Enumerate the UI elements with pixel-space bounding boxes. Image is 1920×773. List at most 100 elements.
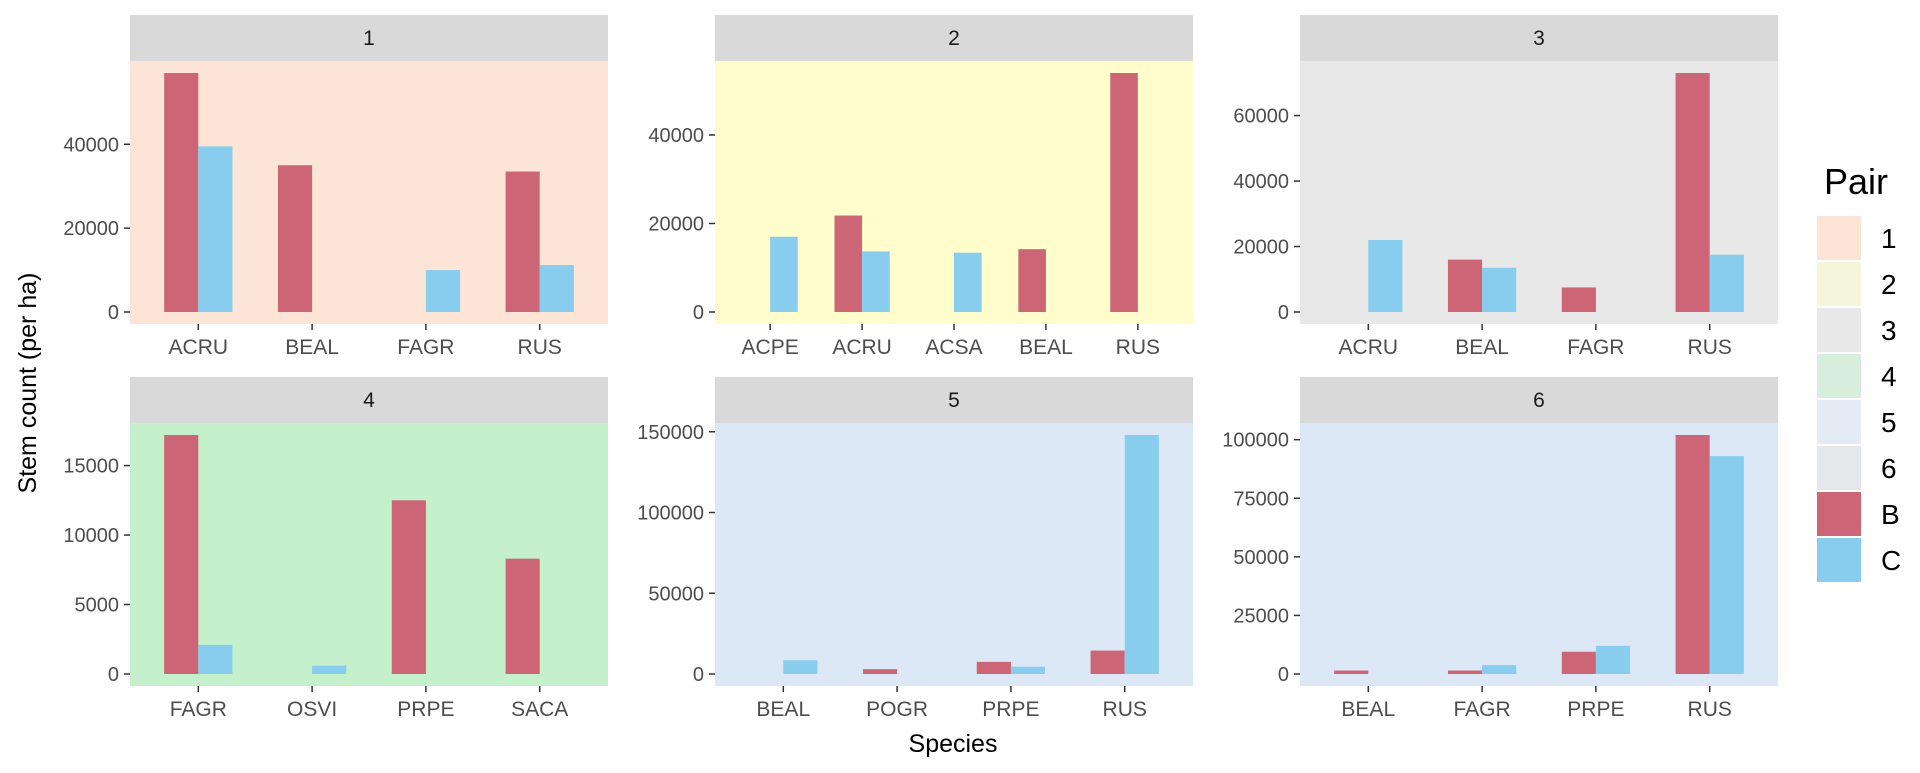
y-tick-label: 15000	[63, 456, 119, 478]
bar-b	[862, 669, 898, 674]
x-tick-label: ACSA	[925, 336, 982, 359]
bar-c	[539, 265, 574, 312]
legend-label: 4	[1881, 361, 1897, 392]
x-tick-label: BEAL	[1019, 336, 1073, 359]
bar-c	[1010, 666, 1046, 674]
bar-c	[425, 270, 461, 312]
x-tick-label: PRPE	[397, 698, 454, 721]
y-tick-label: 0	[693, 664, 704, 686]
x-tick-label: POGR	[866, 698, 928, 721]
x-tick-label: OSVI	[287, 698, 337, 721]
legend-title: Pair	[1824, 161, 1888, 202]
legend-label: B	[1881, 499, 1900, 530]
y-tick-label: 0	[108, 302, 119, 324]
bar-c	[1595, 645, 1631, 674]
bar-b	[277, 165, 313, 312]
x-axis-title: Species	[909, 730, 998, 758]
y-tick-label: 20000	[63, 218, 119, 240]
y-tick-label: 20000	[648, 213, 704, 235]
panel-strip	[130, 377, 608, 423]
panel-1: 1 0 20000 40000 ACRU BEAL FAGR RUS	[63, 15, 608, 359]
x-tick-label: FAGR	[1567, 336, 1624, 359]
x-tick-label: FAGR	[1454, 698, 1511, 721]
legend-label: 1	[1881, 223, 1897, 254]
bar-c	[954, 252, 982, 312]
panel-strip	[130, 15, 608, 61]
y-tick-label: 150000	[637, 422, 704, 444]
bar-c	[198, 644, 233, 674]
x-tick-label: ACRU	[1339, 336, 1399, 359]
x-tick-label: SACA	[511, 698, 568, 721]
y-tick-label: 40000	[1233, 171, 1289, 193]
bar-c	[1709, 456, 1744, 674]
x-tick-label: BEAL	[1341, 698, 1395, 721]
legend-label: 5	[1881, 407, 1897, 438]
x-tick-label: BEAL	[285, 336, 339, 359]
strip-label: 4	[363, 389, 375, 412]
bar-b	[1675, 73, 1710, 312]
bar-b	[1447, 670, 1483, 674]
y-tick-label: 40000	[648, 125, 704, 147]
legend-label: 3	[1881, 315, 1897, 346]
y-tick-label: 0	[1278, 302, 1289, 324]
strip-label: 2	[948, 27, 960, 50]
x-tick-label: BEAL	[756, 698, 810, 721]
x-tick-label: FAGR	[170, 698, 227, 721]
bar-b	[164, 435, 199, 674]
bar-b	[1018, 249, 1046, 312]
panel-strip	[715, 15, 1193, 61]
bar-b	[1334, 670, 1369, 674]
bar-b	[1561, 287, 1596, 312]
panel-3: 3 0 20000 40000 60000 ACRU BEAL FAGR RUS	[1233, 15, 1778, 359]
y-tick-label: 50000	[648, 583, 704, 605]
y-tick-label: 100000	[1222, 430, 1289, 452]
strip-label: 6	[1533, 389, 1545, 412]
bar-b	[1675, 435, 1710, 674]
legend-key-6	[1817, 446, 1861, 490]
y-tick-label: 100000	[637, 503, 704, 525]
strip-label: 5	[948, 389, 960, 412]
legend-key-4	[1817, 354, 1861, 398]
y-tick-label: 60000	[1233, 106, 1289, 128]
legend: Pair 1 2 3 4 5 6 BC	[1817, 161, 1901, 582]
x-tick-label: RUS	[1103, 698, 1147, 721]
x-tick-label: ACPE	[742, 336, 799, 359]
bar-c	[1368, 239, 1403, 312]
x-tick-label: RUS	[1688, 698, 1732, 721]
x-tick-label: FAGR	[397, 336, 454, 359]
y-axis-title: Stem count (per ha)	[14, 273, 42, 494]
legend-key-5	[1817, 400, 1861, 444]
bar-b	[976, 661, 1011, 674]
panel-5: 5 0 50000 100000 150000 BEAL POGR PRPE RUS	[637, 377, 1193, 721]
bar-c	[198, 146, 233, 312]
bar-b	[505, 171, 540, 312]
bar-c	[1482, 665, 1517, 674]
x-tick-label: ACRU	[832, 336, 892, 359]
bar-c	[1124, 435, 1159, 674]
panel-4: 4 0 5000 10000 15000 FAGR OSVI PRPE SACA	[63, 377, 608, 721]
bar-c	[783, 660, 818, 674]
strip-label: 3	[1533, 27, 1545, 50]
panel-strip	[1300, 377, 1778, 423]
bar-b	[391, 500, 426, 674]
legend-key-b	[1817, 492, 1861, 536]
bar-b	[1561, 651, 1596, 674]
y-tick-label: 20000	[1233, 237, 1289, 259]
bar-b	[1110, 73, 1138, 312]
legend-label: 2	[1881, 269, 1897, 300]
y-tick-label: 50000	[1233, 547, 1289, 569]
y-tick-label: 25000	[1233, 605, 1289, 627]
bar-b	[1090, 650, 1125, 674]
x-tick-label: RUS	[1116, 336, 1160, 359]
panel-strip	[715, 377, 1193, 423]
y-tick-label: 75000	[1233, 488, 1289, 510]
bar-c	[312, 665, 347, 674]
bar-b	[164, 73, 199, 312]
y-tick-label: 10000	[63, 525, 119, 547]
bar-c	[1482, 267, 1517, 312]
legend-key-1	[1817, 216, 1861, 260]
panel-2: 2 0 20000 40000 ACPE ACRU ACSA BEAL RUS	[648, 15, 1193, 359]
panel-strip	[1300, 15, 1778, 61]
